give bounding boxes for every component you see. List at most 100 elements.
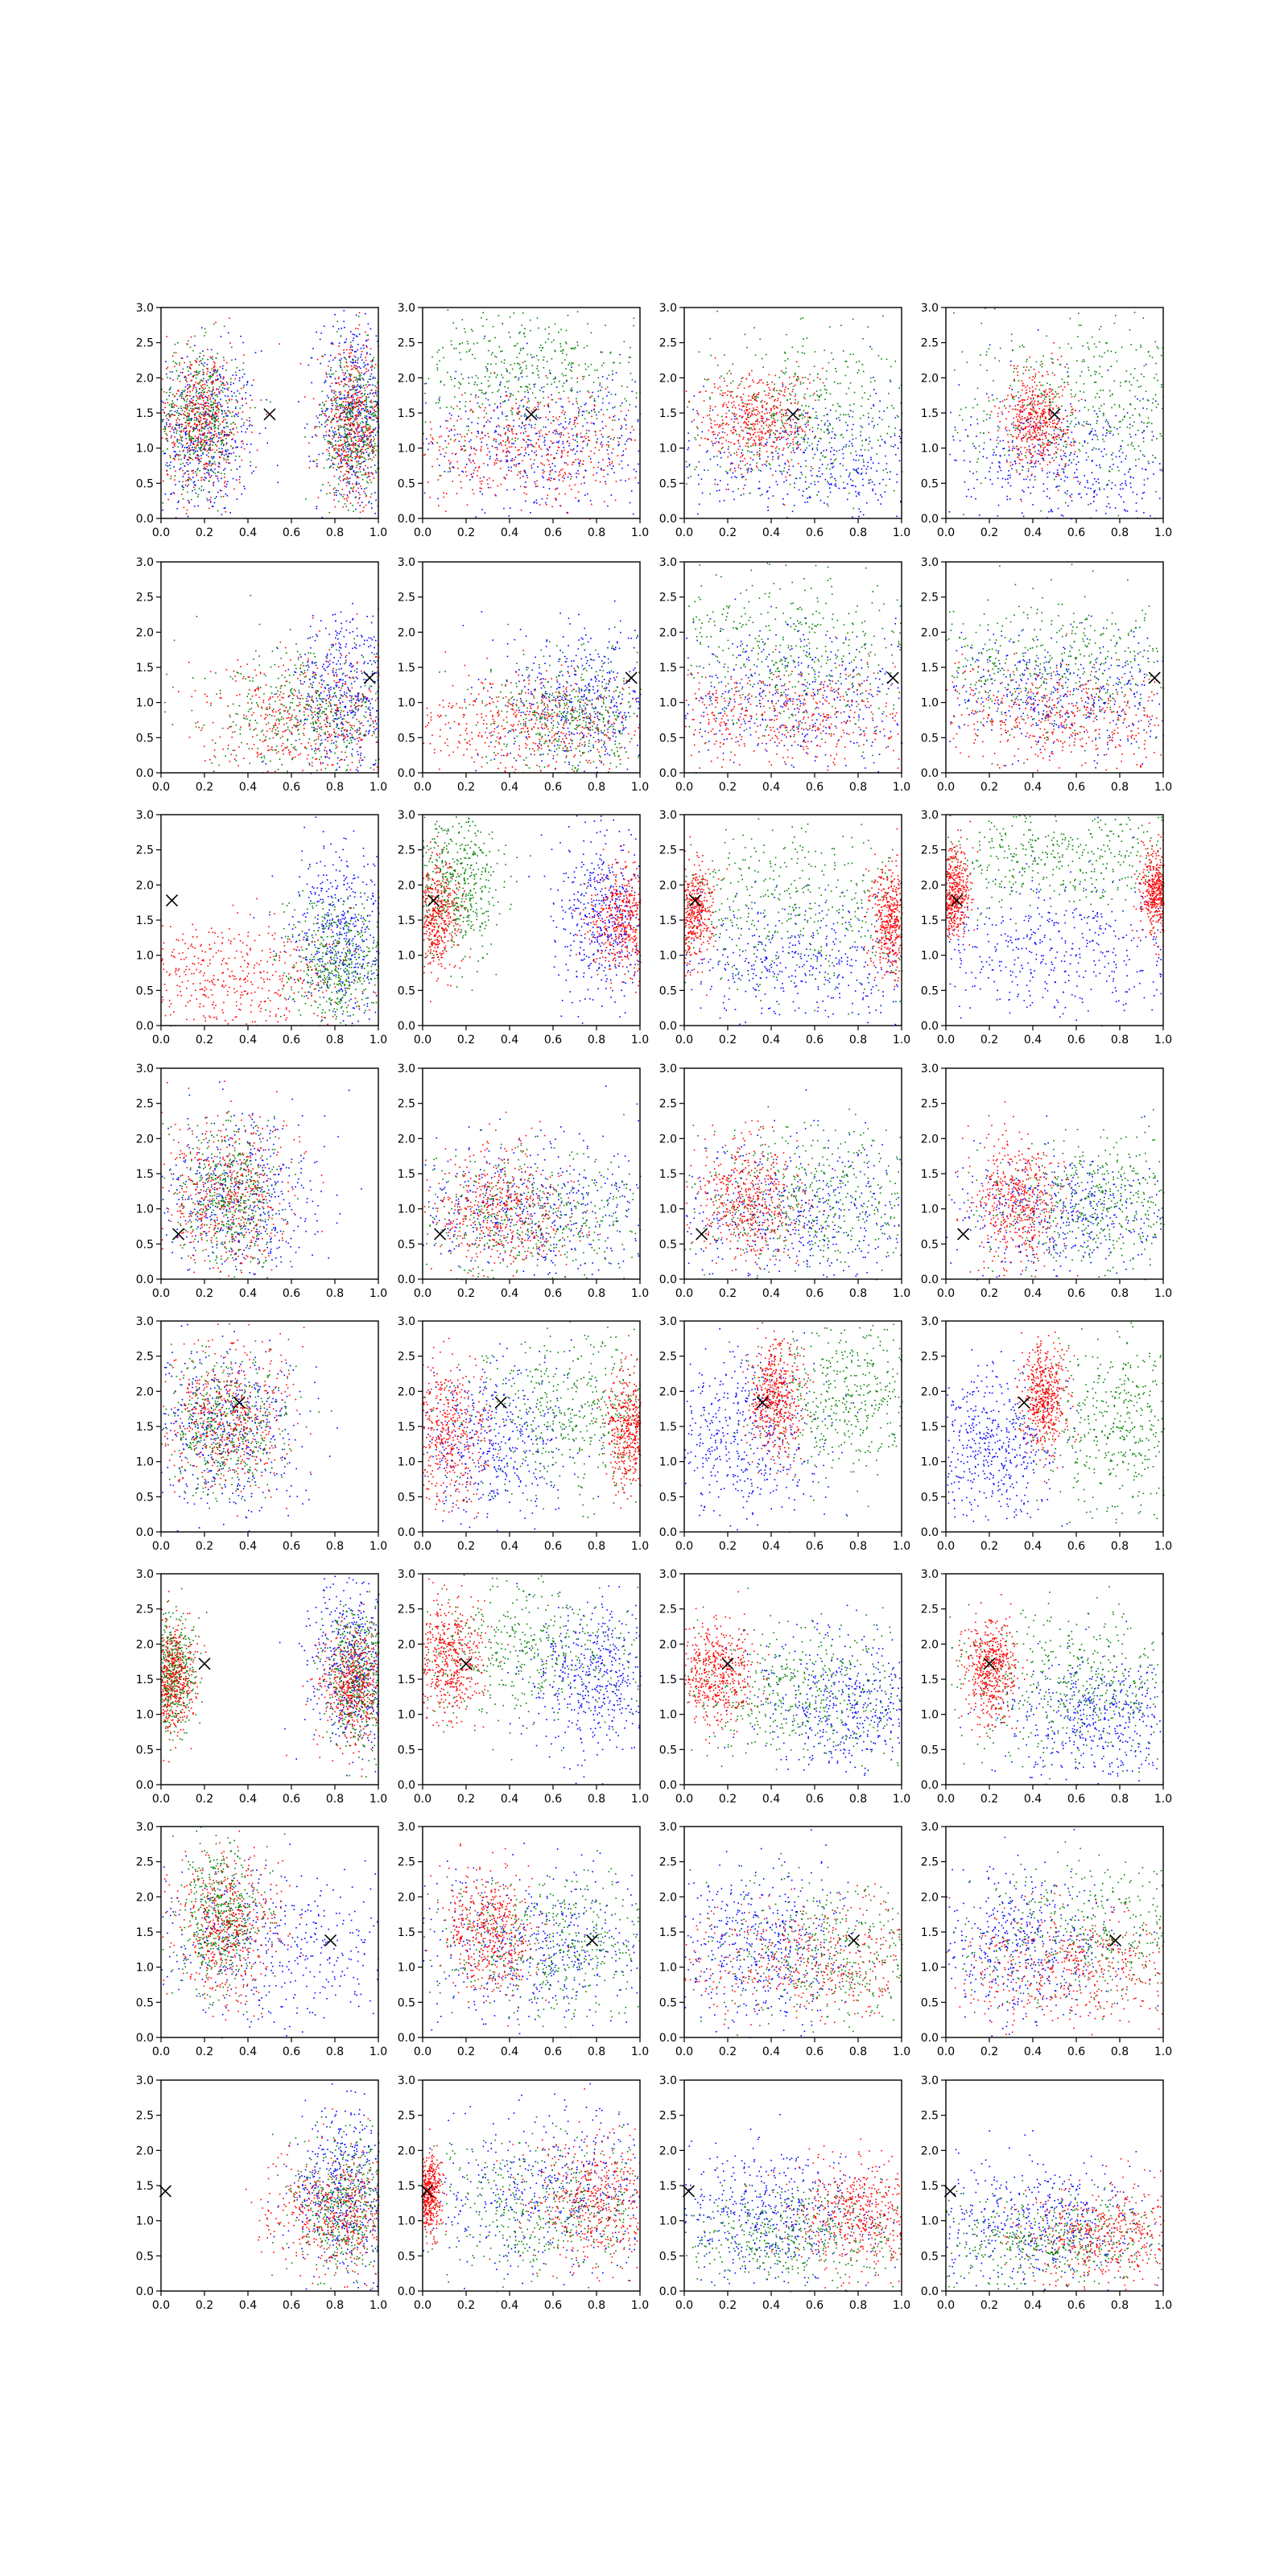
data-point (374, 357, 375, 359)
data-point (208, 406, 210, 407)
data-point (376, 395, 378, 397)
data-point (365, 472, 366, 473)
data-point (337, 321, 339, 323)
data-point (174, 404, 175, 406)
data-point (366, 411, 368, 413)
data-point (214, 497, 216, 499)
data-point (355, 458, 357, 460)
data-point (179, 419, 180, 421)
data-point (368, 502, 369, 504)
data-point (231, 347, 233, 349)
data-point (208, 428, 209, 430)
data-point (181, 396, 183, 398)
data-point (352, 490, 353, 492)
data-point (338, 377, 340, 378)
data-point (354, 351, 356, 353)
data-point (218, 389, 220, 390)
data-point (166, 424, 167, 426)
data-point (199, 382, 200, 384)
data-point (201, 431, 203, 432)
data-point (197, 374, 199, 376)
data-point (213, 458, 214, 460)
data-point (365, 332, 366, 333)
data-point (333, 393, 335, 394)
data-point (233, 427, 234, 429)
data-point (374, 378, 376, 379)
data-point (225, 511, 227, 513)
data-point (344, 407, 345, 409)
data-point (221, 434, 222, 436)
data-point (171, 493, 172, 495)
data-point (352, 505, 353, 506)
data-point (345, 436, 347, 437)
data-point (353, 399, 355, 401)
data-point (194, 417, 196, 419)
data-point (169, 426, 171, 427)
data-point (246, 428, 248, 430)
data-point (200, 461, 202, 463)
data-point (186, 394, 188, 396)
data-point (195, 413, 196, 415)
data-point (221, 473, 222, 474)
data-point (214, 431, 216, 432)
data-point (352, 397, 353, 398)
data-point (244, 448, 246, 450)
data-point (332, 457, 334, 459)
data-point (353, 356, 355, 357)
data-point (324, 422, 326, 423)
data-point (331, 411, 332, 413)
data-point (185, 396, 187, 398)
data-point (355, 456, 357, 458)
data-point (338, 464, 340, 465)
data-point (188, 459, 189, 460)
data-point (346, 482, 348, 484)
data-point (207, 371, 208, 373)
data-point (351, 416, 353, 418)
data-point (358, 379, 360, 381)
data-point (368, 430, 369, 431)
data-point (369, 401, 371, 402)
data-point (360, 374, 361, 376)
data-point (194, 336, 196, 337)
data-point (366, 452, 368, 453)
data-point (360, 423, 361, 424)
data-point (368, 473, 369, 474)
data-point (339, 477, 341, 478)
data-point (347, 446, 349, 448)
data-point (363, 348, 365, 349)
data-point (347, 466, 349, 468)
data-point (178, 501, 180, 502)
data-point (165, 493, 167, 495)
data-point (214, 392, 216, 394)
data-point (196, 448, 197, 449)
data-point (186, 401, 188, 402)
data-point (345, 431, 346, 433)
data-point (196, 390, 198, 392)
data-point (220, 366, 221, 368)
data-point (261, 350, 262, 352)
data-point (365, 441, 366, 443)
data-point (209, 444, 211, 445)
data-point (324, 413, 326, 415)
data-point (328, 443, 329, 444)
data-point (357, 441, 359, 443)
data-point (348, 510, 349, 511)
data-point (221, 454, 222, 456)
data-point (355, 328, 357, 329)
data-point (229, 400, 230, 402)
data-point (203, 392, 204, 394)
data-point (362, 479, 364, 481)
data-point (197, 468, 199, 469)
data-point (183, 413, 184, 415)
data-point (198, 458, 200, 460)
data-point (355, 361, 357, 362)
data-point (225, 413, 226, 415)
data-point (188, 477, 190, 478)
data-point (184, 473, 185, 475)
data-point (343, 386, 345, 387)
data-point (353, 488, 354, 489)
data-point (194, 375, 196, 377)
data-point (208, 432, 210, 434)
data-point (349, 349, 351, 351)
data-point (211, 349, 213, 351)
